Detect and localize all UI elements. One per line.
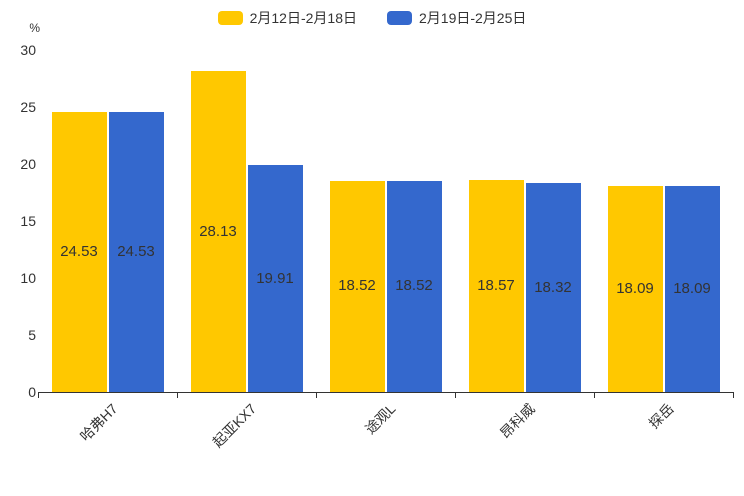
y-axis-unit-label: %	[29, 21, 40, 35]
bar-week1	[51, 112, 107, 392]
x-axis-tick	[594, 393, 595, 398]
bar-value-label: 28.13	[199, 222, 237, 240]
x-category-label: 哈弗H7	[76, 400, 121, 445]
bar-value-label: 18.09	[616, 279, 654, 297]
bar-value-label: 19.91	[256, 269, 294, 287]
bar-week2	[525, 183, 581, 392]
x-axis-tick	[455, 393, 456, 398]
y-tick-label: 25	[20, 99, 36, 115]
bar-value-label: 18.52	[338, 277, 376, 295]
x-axis-tick	[316, 393, 317, 398]
bar-week1	[607, 185, 663, 392]
bar-week2	[664, 185, 720, 392]
x-axis-tick	[177, 393, 178, 398]
x-category-label: 昂科威	[496, 400, 538, 442]
x-category-label: 途观L	[361, 400, 399, 438]
bar-value-label: 18.32	[534, 278, 572, 296]
legend-swatch-icon	[387, 11, 412, 25]
bar-week2	[108, 112, 164, 392]
bar-value-label: 24.53	[117, 243, 155, 261]
legend-item[interactable]: 2月19日-2月25日	[387, 8, 526, 28]
y-tick-label: 0	[28, 384, 36, 400]
bar-week2	[247, 165, 303, 392]
bar-week1	[468, 180, 524, 392]
x-category-label: 探岳	[645, 400, 677, 432]
x-axis-line	[38, 392, 734, 393]
y-tick-label: 5	[28, 327, 36, 343]
bar-value-label: 18.09	[673, 279, 711, 297]
legend: 2月12日-2月18日 2月19日-2月25日	[0, 8, 744, 28]
legend-swatch-icon	[217, 11, 243, 25]
y-tick-label: 30	[20, 42, 36, 58]
x-category-label: 起亚KX7	[209, 400, 260, 451]
bar-value-label: 24.53	[60, 243, 98, 261]
bar-value-label: 18.52	[395, 277, 433, 295]
legend-label: 2月12日-2月18日	[249, 10, 357, 26]
x-axis-tick	[733, 393, 734, 398]
bar-week2	[386, 180, 442, 392]
y-tick-label: 15	[20, 213, 36, 229]
y-tick-label: 10	[20, 270, 36, 286]
y-tick-label: 20	[20, 156, 36, 172]
bar-week1	[329, 180, 385, 392]
x-axis-tick	[38, 393, 39, 398]
bar-week1	[190, 71, 246, 392]
legend-label: 2月19日-2月25日	[419, 10, 527, 26]
bar-value-label: 18.57	[477, 277, 515, 295]
legend-item[interactable]: 2月12日-2月18日	[217, 8, 357, 28]
